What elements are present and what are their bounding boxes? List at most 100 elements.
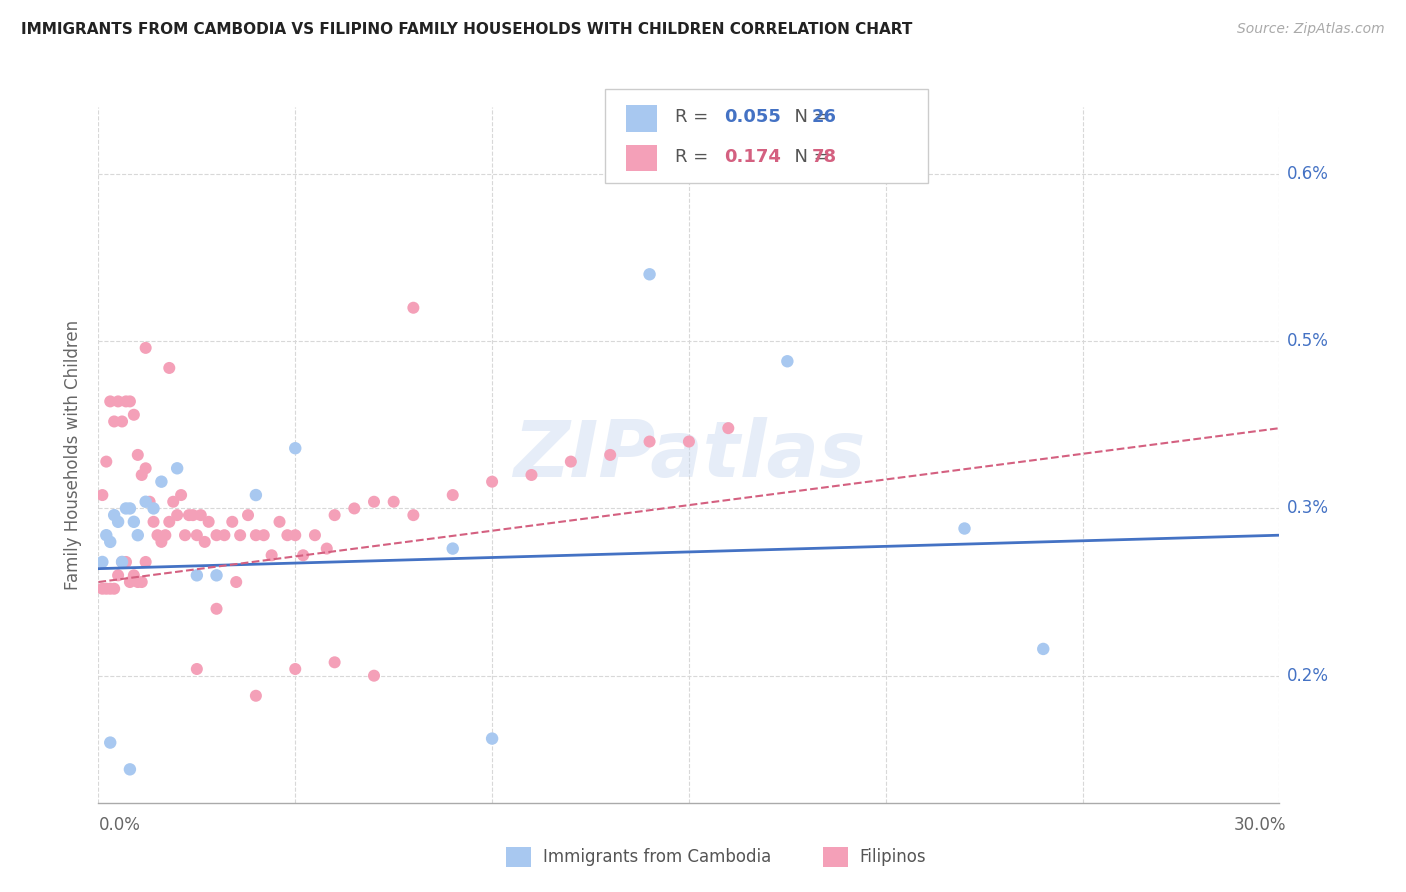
Text: ZIPatlas: ZIPatlas [513,417,865,493]
Point [103,415,125,429]
Text: Filipinos: Filipinos [859,848,925,866]
Point [181,508,204,523]
Point [157,515,180,529]
Point [260,548,283,563]
Point [190,508,212,523]
Point [131,575,153,590]
Point [205,568,228,582]
Point [638,434,661,449]
Point [284,528,307,542]
Point [323,508,346,523]
Point [776,354,799,368]
Point [225,575,247,590]
Point [599,448,621,462]
Point [402,301,425,315]
Text: N =: N = [783,109,835,127]
Text: Source: ZipAtlas.com: Source: ZipAtlas.com [1237,22,1385,37]
Point [127,575,149,590]
Point [315,541,337,556]
Point [122,568,145,582]
Point [146,528,169,542]
Point [269,515,291,529]
Point [127,448,149,462]
Point [115,555,138,569]
Point [103,582,125,596]
Point [441,488,464,502]
Point [560,455,582,469]
Text: 78: 78 [811,148,837,166]
Text: Immigrants from Cambodia: Immigrants from Cambodia [543,848,770,866]
Point [98,535,121,549]
Text: 0.174: 0.174 [724,148,780,166]
Point [186,662,208,676]
Text: 0.5%: 0.5% [1286,332,1329,351]
Point [402,508,425,523]
Point [441,541,464,556]
Point [122,408,145,422]
Point [481,731,503,746]
Point [1032,642,1054,657]
Point [91,582,114,596]
Text: 0.055: 0.055 [724,109,780,127]
Point [678,434,700,449]
Text: 0.3%: 0.3% [1286,500,1329,517]
Point [91,555,114,569]
Point [284,662,307,676]
Point [638,268,661,282]
Text: IMMIGRANTS FROM CAMBODIA VS FILIPINO FAMILY HOUSEHOLDS WITH CHILDREN CORRELATION: IMMIGRANTS FROM CAMBODIA VS FILIPINO FAM… [21,22,912,37]
Point [150,475,173,489]
Point [96,582,118,596]
Point [135,495,157,509]
Point [131,468,153,483]
Point [138,495,160,509]
Point [96,528,118,542]
Point [382,495,405,509]
Point [98,394,121,409]
Text: R =: R = [675,148,714,166]
Point [481,475,503,489]
Point [142,515,165,529]
Point [276,528,298,542]
Point [98,735,121,749]
Point [186,568,208,582]
Point [98,582,121,596]
Point [135,461,157,475]
Point [221,515,243,529]
Point [205,602,228,616]
Point [197,515,219,529]
Point [245,488,267,502]
Point [253,528,276,542]
Point [284,442,307,456]
Point [245,528,267,542]
Point [363,495,385,509]
Point [186,528,208,542]
Point [135,555,157,569]
Point [245,689,267,703]
Point [118,762,141,776]
Point [520,468,543,483]
Point [127,528,149,542]
Point [170,488,193,502]
Point [118,575,141,590]
Point [118,394,141,409]
Point [157,361,180,376]
Point [115,501,138,516]
Text: 26: 26 [811,109,837,127]
Point [363,669,385,683]
Point [323,655,346,669]
Point [166,508,188,523]
Point [111,555,134,569]
Point [122,515,145,529]
Text: R =: R = [675,109,714,127]
Point [107,515,129,529]
Point [91,488,114,502]
Point [155,528,177,542]
Point [107,568,129,582]
Text: 30.0%: 30.0% [1234,816,1286,834]
Point [214,528,236,542]
Text: 0.0%: 0.0% [98,816,141,834]
Point [304,528,326,542]
Point [115,394,138,409]
Point [229,528,252,542]
Point [166,461,188,475]
